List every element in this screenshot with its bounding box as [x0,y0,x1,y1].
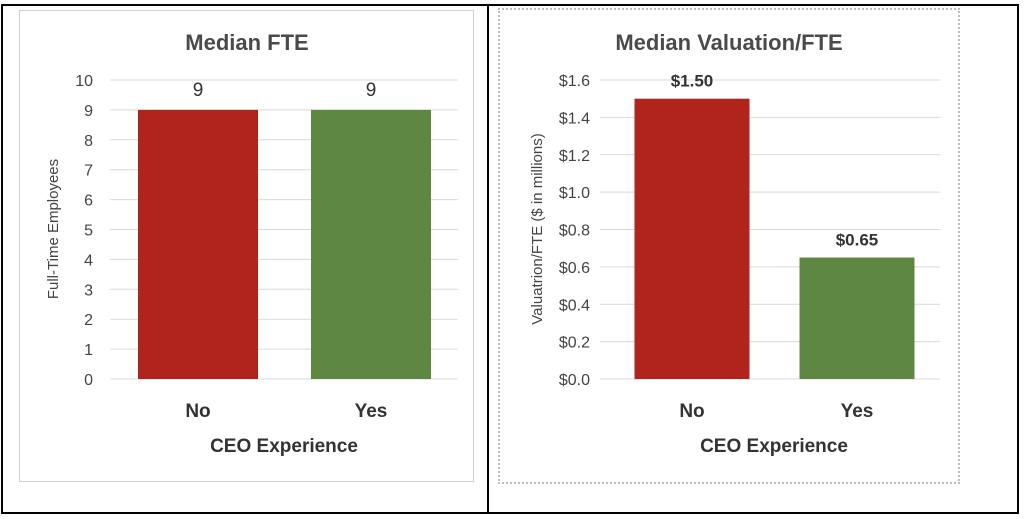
y-tick-label: 6 [84,193,93,210]
y-axis-title: Valuatrion/FTE ($ in millions) [529,133,546,324]
y-tick-labels: 0 1 2 3 4 5 6 7 8 9 10 [75,73,93,389]
chart-title: Median FTE [185,30,308,55]
y-tick-label: $0.8 [559,223,590,240]
data-label: 9 [193,80,204,101]
data-label: $1.50 [671,72,714,91]
data-labels: $1.50 $0.65 [671,72,879,250]
y-tick-label: 4 [84,252,93,269]
category-labels: No Yes [185,401,387,422]
data-label: 9 [366,80,377,101]
y-tick-label: 7 [84,163,93,180]
bars [634,98,915,379]
bar-yes [799,257,915,379]
category-label: Yes [841,401,874,422]
bar-yes [311,109,431,380]
x-axis-title: CEO Experience [210,436,358,457]
chart-frame-right [498,8,960,484]
panel-divider [487,4,489,514]
y-tick-label: $1.4 [559,110,590,127]
bar-no [138,109,258,380]
y-tick-label: 8 [84,133,93,150]
y-tick-label: 1 [84,342,93,359]
y-tick-label: 3 [84,282,93,299]
bars [138,109,431,380]
y-tick-label: $0.6 [559,260,590,277]
x-axis-title: CEO Experience [700,436,848,457]
y-tick-label: 10 [75,73,93,90]
y-tick-label: 5 [84,223,93,240]
category-label: No [679,401,704,422]
y-tick-label: 2 [84,312,93,329]
data-label: $0.65 [836,231,879,250]
outer-border [1,4,1019,514]
category-labels: No Yes [679,401,873,422]
y-tick-labels: $0.0 $0.2 $0.4 $0.6 $0.8 $1.0 $1.2 $1.4 $1.6 [559,73,590,389]
y-tick-label: $0.0 [559,372,590,389]
y-axis-title: Full-Time Employees [45,159,62,299]
y-tick-label: 0 [84,372,93,389]
bar-no [634,98,750,379]
y-tick-label: $1.6 [559,73,590,90]
y-tick-label: $0.4 [559,297,590,314]
y-tick-label: $1.0 [559,185,590,202]
chart-title: Median Valuation/FTE [615,30,842,55]
y-tick-label: 9 [84,103,93,120]
chart-frame-left [19,10,474,482]
category-label: Yes [355,401,388,422]
y-tick-label: $1.2 [559,148,590,165]
category-label: No [185,401,210,422]
y-tick-label: $0.2 [559,335,590,352]
